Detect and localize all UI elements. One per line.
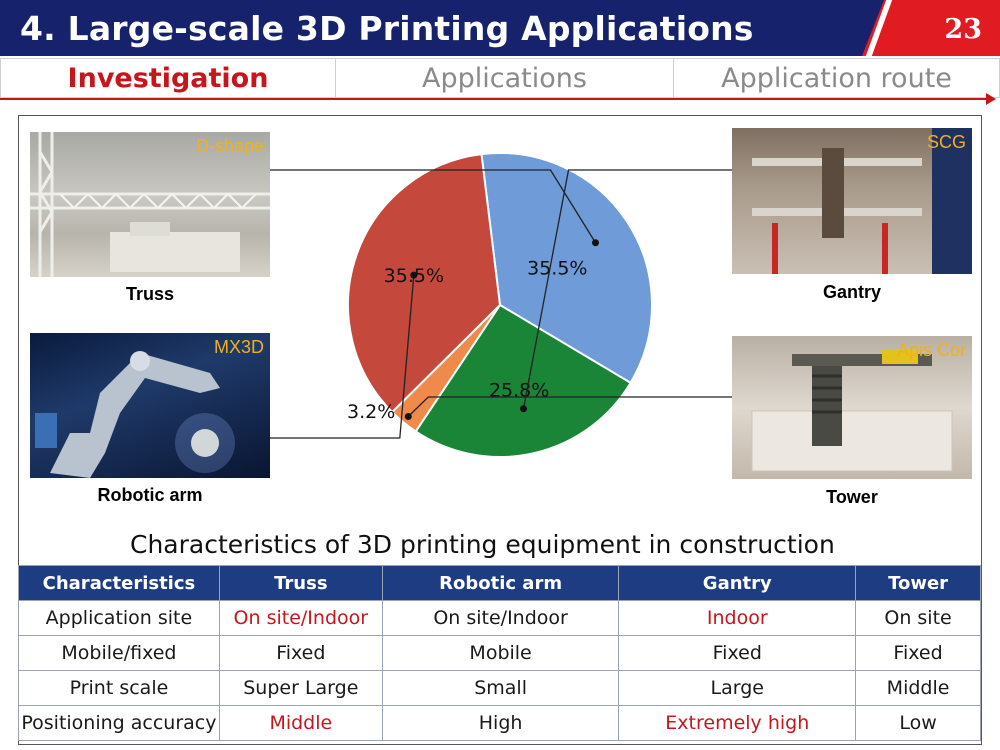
pie-slice-gantry <box>414 303 632 458</box>
table-cell: On site/Indoor <box>381 600 620 636</box>
tower-photo: Apis Cor <box>732 336 972 479</box>
table-cell: Super Large <box>218 670 383 706</box>
page-number: 23 <box>944 14 982 45</box>
table-cell: Large <box>618 670 857 706</box>
table-cell: Application site <box>18 600 220 636</box>
leader-line-truss <box>270 169 597 244</box>
section-tabs: Investigation Applications Application r… <box>0 58 1000 99</box>
robotic-arm-caption: Robotic arm <box>97 485 203 505</box>
characteristics-table: Characteristics Truss Robotic arm Gantry… <box>18 565 981 741</box>
table-row: Mobile/fixed Fixed Mobile Fixed Fixed <box>18 635 981 671</box>
table-cell: On site <box>855 600 981 636</box>
leader-dot-gantry <box>520 405 528 413</box>
tower-caption: Tower <box>826 487 878 507</box>
truss-brand-tag: D-shape <box>195 136 264 156</box>
leader-lines <box>270 169 732 439</box>
tower-brand-tag: Apis Cor <box>896 340 966 360</box>
truss-caption: Truss <box>125 284 175 304</box>
slide-title: 4. Large-scale 3D Printing Applications <box>20 9 754 48</box>
gantry-illustration <box>752 128 972 274</box>
robotic-brand-tag: MX3D <box>213 337 264 357</box>
table-cell: Fixed <box>618 635 857 671</box>
tower-illustration <box>751 350 953 472</box>
col-header-tower: Tower <box>855 565 981 601</box>
leader-line-robotic-arm <box>270 275 415 439</box>
pie-slice-robotic-arm <box>347 153 502 414</box>
arrow-head-icon <box>986 93 996 105</box>
pie-label-truss: 35.5% <box>527 258 587 280</box>
table-cell: On site/Indoor <box>218 600 383 636</box>
robotic-arm-photo: MX3D <box>30 333 270 478</box>
table-cell: Mobile <box>381 635 620 671</box>
gantry-photo: SCG <box>732 128 972 274</box>
pie-label-tower: 3.2% <box>347 401 395 423</box>
gantry-brand-tag: SCG <box>926 132 966 152</box>
pie-slice-truss <box>480 152 653 385</box>
table-title: Characteristics of 3D printing equipment… <box>130 530 835 559</box>
table-cell: Fixed <box>218 635 383 671</box>
robotic-arm-illustration <box>35 351 235 478</box>
table-cell: Low <box>855 705 981 741</box>
table-cell: Middle <box>855 670 981 706</box>
leader-line-tower <box>407 396 732 417</box>
table-cell: Middle <box>218 705 383 741</box>
table-cell: Print scale <box>18 670 220 706</box>
tab-underline-arrow <box>0 98 990 100</box>
col-header-truss: Truss <box>218 565 383 601</box>
leader-dot-tower <box>404 413 412 421</box>
col-header-robotic-arm: Robotic arm <box>381 565 620 601</box>
page-number-badge: 23 <box>862 0 1000 56</box>
col-header-characteristics: Characteristics <box>18 565 220 601</box>
leader-dot-robotic-arm <box>410 271 418 279</box>
truss-photo: D-shape <box>30 132 270 277</box>
table-cell: Small <box>381 670 620 706</box>
gantry-caption: Gantry <box>822 282 882 302</box>
pie-slices <box>347 152 653 458</box>
truss-illustration <box>30 132 270 277</box>
table-row: Application site On site/Indoor On site/… <box>18 600 981 636</box>
col-header-gantry: Gantry <box>618 565 857 601</box>
table-row: Print scale Super Large Small Large Midd… <box>18 670 981 706</box>
table-cell: Positioning accuracy <box>18 705 220 741</box>
pie-label-gantry: 25.8% <box>489 380 549 402</box>
table-cell: High <box>381 705 620 741</box>
slide-header: 4. Large-scale 3D Printing Applications … <box>0 0 1000 56</box>
tab-investigation[interactable]: Investigation <box>0 58 336 98</box>
table-cell: Mobile/fixed <box>18 635 220 671</box>
table-header-row: Characteristics Truss Robotic arm Gantry… <box>18 565 981 601</box>
leader-line-gantry <box>522 169 732 409</box>
tab-application-route[interactable]: Application route <box>673 58 1000 98</box>
table-row: Positioning accuracy Middle High Extreme… <box>18 705 981 741</box>
table-cell: Fixed <box>855 635 981 671</box>
leader-dot-truss <box>591 239 599 247</box>
table-cell: Indoor <box>618 600 857 636</box>
table-cell: Extremely high <box>618 705 857 741</box>
